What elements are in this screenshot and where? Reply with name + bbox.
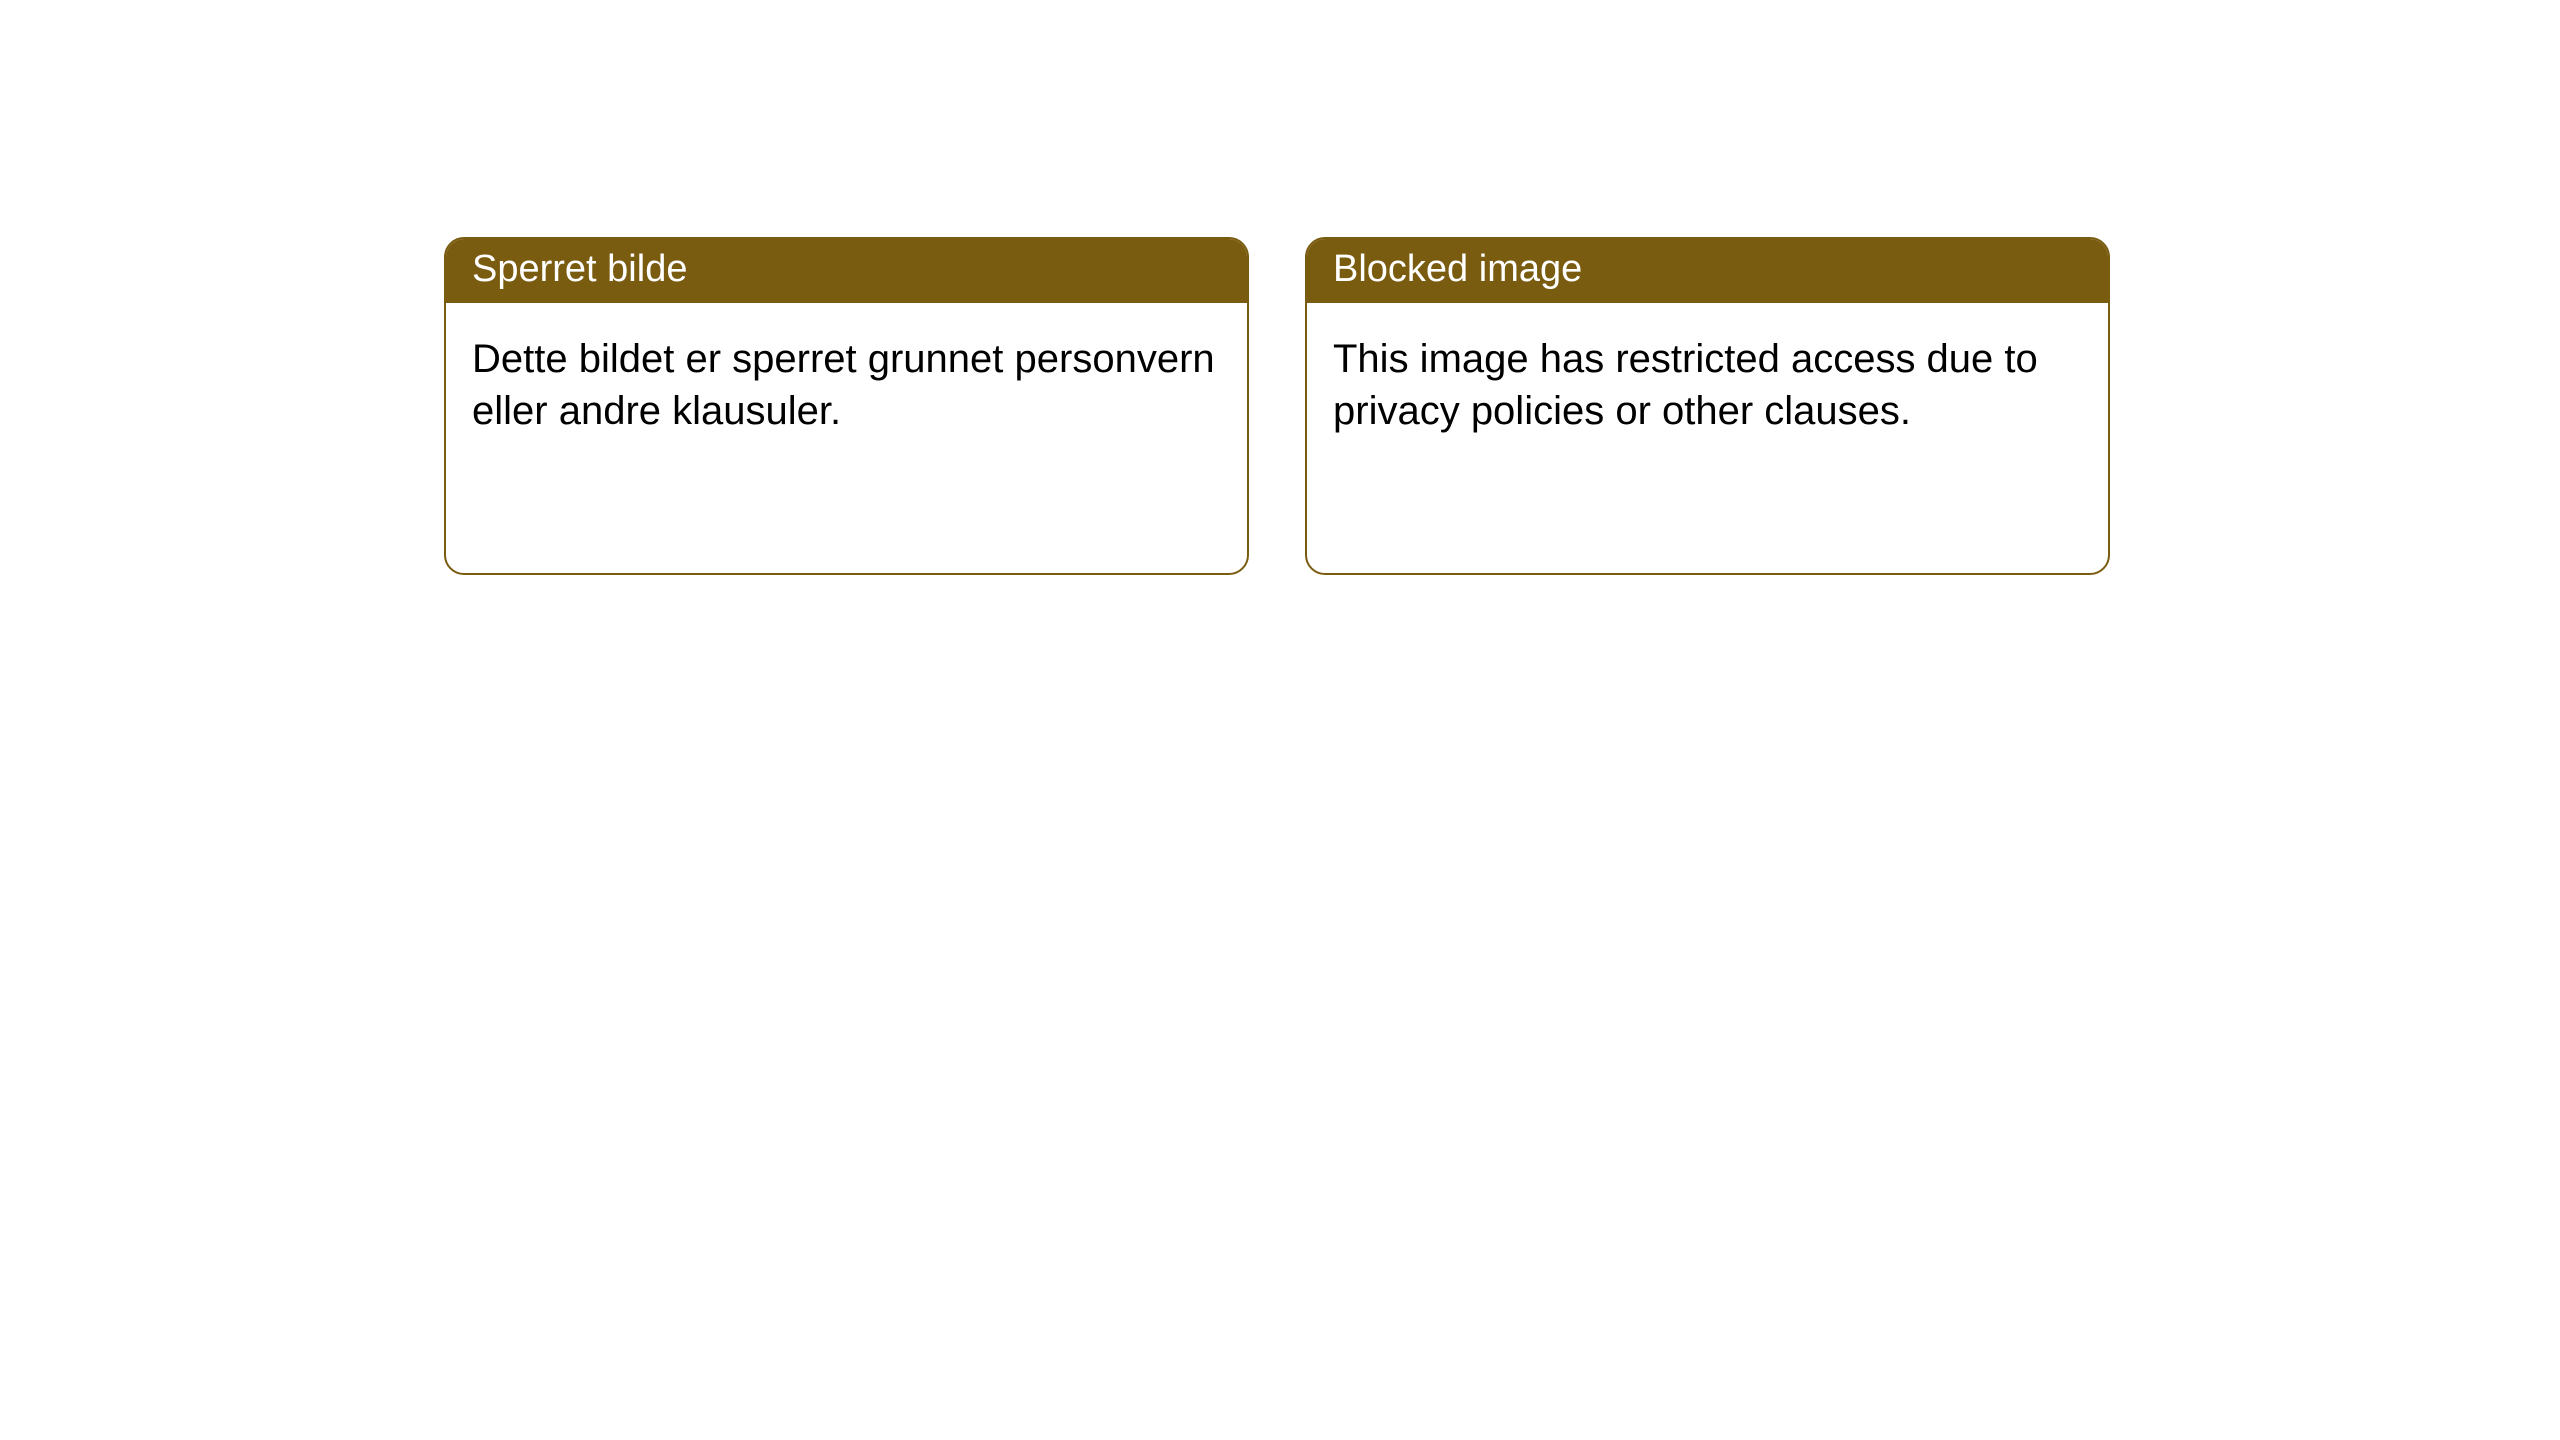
notice-title: Blocked image xyxy=(1307,239,2108,303)
notice-body: This image has restricted access due to … xyxy=(1307,303,2108,467)
notice-body: Dette bildet er sperret grunnet personve… xyxy=(446,303,1247,467)
notice-box-norwegian: Sperret bilde Dette bildet er sperret gr… xyxy=(444,237,1249,575)
notice-title: Sperret bilde xyxy=(446,239,1247,303)
notice-box-english: Blocked image This image has restricted … xyxy=(1305,237,2110,575)
notice-container: Sperret bilde Dette bildet er sperret gr… xyxy=(0,0,2560,575)
